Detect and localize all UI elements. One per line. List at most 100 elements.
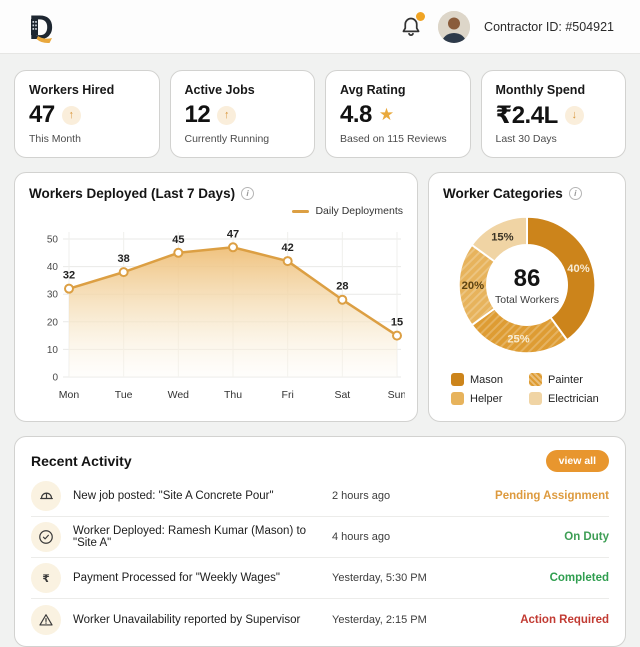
svg-text:40: 40: [47, 262, 59, 273]
helper-swatch: [451, 392, 464, 405]
stat-title: Active Jobs: [184, 83, 255, 97]
view-all-button[interactable]: view all: [545, 450, 609, 472]
legend-label: Mason: [470, 373, 504, 386]
legend-item-helper: Helper: [451, 392, 525, 405]
svg-text:Wed: Wed: [168, 389, 190, 401]
stat-card-workers-hired[interactable]: Workers Hired 47 ↑ This Month: [14, 70, 160, 158]
logo-d-icon: D: [29, 9, 54, 47]
svg-text:32: 32: [63, 270, 75, 282]
svg-text:Tue: Tue: [115, 389, 133, 401]
svg-text:Fri: Fri: [282, 389, 294, 401]
svg-text:47: 47: [227, 228, 239, 240]
stats-row: Workers Hired 47 ↑ This Month Active Job…: [14, 70, 626, 158]
stat-card-monthly-spend[interactable]: Monthly Spend ₹2.4L ↓ Last 30 Days: [480, 70, 626, 158]
activity-status: Action Required: [520, 613, 609, 626]
svg-text:Sun: Sun: [388, 389, 405, 401]
stat-title: Monthly Spend: [495, 83, 586, 97]
legend-label: Helper: [470, 392, 503, 405]
app-header: D Contractor ID: #504921: [0, 0, 640, 54]
stat-title: Avg Rating: [340, 83, 406, 97]
stat-title: Workers Hired: [29, 83, 115, 97]
legend-label: Electrician: [548, 392, 599, 405]
svg-text:45: 45: [172, 234, 184, 246]
star-icon: ★: [378, 105, 395, 124]
activity-text: Worker Deployed: Ramesh Kumar (Mason) to…: [73, 525, 307, 549]
chart-title: Workers Deployed (Last 7 Days): [29, 186, 236, 201]
warning-triangle-icon: [31, 604, 61, 635]
chart-title: Worker Categories: [443, 186, 563, 201]
electrician-swatch: [529, 392, 542, 405]
activity-status: On Duty: [564, 531, 609, 543]
stat-value: 4.8: [340, 101, 372, 128]
mason-swatch: [451, 373, 464, 386]
activity-status: Completed: [549, 572, 609, 584]
stat-subtitle: Based on 115 Reviews: [340, 133, 447, 145]
painter-swatch: [529, 373, 542, 386]
charts-row: Workers Deployed (Last 7 Days) i Daily D…: [14, 172, 626, 422]
legend-line-swatch: [292, 209, 310, 213]
legend-label: Painter: [548, 373, 583, 386]
stat-card-avg-rating[interactable]: Avg Rating 4.8 ★ Based on 115 Reviews: [325, 70, 471, 158]
stat-subtitle: This Month: [29, 133, 81, 145]
activity-time: Yesterday, 2:15 PM: [332, 613, 427, 626]
trend-up-icon: ↑: [61, 105, 81, 125]
svg-text:15%: 15%: [491, 232, 513, 244]
svg-text:20: 20: [47, 317, 59, 328]
stat-subtitle: Last 30 Days: [495, 133, 557, 145]
donut-legend: Mason Painter Helper Electrician: [443, 373, 611, 405]
activity-row-unavailability[interactable]: Worker Unavailability reported by Superv…: [31, 599, 609, 640]
activity-text: Worker Unavailability reported by Superv…: [73, 613, 301, 626]
donut-svg: 40% 25% 20% 15%: [457, 215, 597, 355]
stat-value: ₹2.4L: [495, 101, 559, 129]
legend-label: Daily Deployments: [315, 205, 403, 217]
avatar-photo: [438, 10, 471, 43]
daily-deployments-line-chart[interactable]: 0 10 20 30 40 50 Mon Tue Wed Thu Fri Sat Sun 32 38 45 47…: [29, 219, 405, 407]
svg-text:15: 15: [391, 317, 403, 329]
activity-status: Pending Assignment: [495, 490, 609, 502]
trend-down-icon: ↓: [564, 105, 584, 125]
svg-text:28: 28: [336, 281, 348, 293]
info-icon[interactable]: i: [568, 187, 582, 200]
recent-activity-title: Recent Activity: [31, 453, 132, 469]
svg-text:40%: 40%: [567, 263, 589, 275]
svg-text:₹: ₹: [42, 573, 49, 585]
svg-text:38: 38: [118, 253, 130, 265]
activity-time: 2 hours ago: [332, 490, 391, 502]
legend-item-painter: Painter: [529, 373, 603, 386]
legend-item-electrician: Electrician: [529, 392, 603, 405]
activity-text: New job posted: "Site A Concrete Pour": [73, 490, 274, 502]
activity-row-worker-deployed[interactable]: Worker Deployed: Ramesh Kumar (Mason) to…: [31, 517, 609, 558]
svg-text:20%: 20%: [462, 280, 484, 292]
rupee-icon: ₹: [31, 563, 61, 593]
activity-time: Yesterday, 5:30 PM: [332, 572, 427, 584]
svg-text:42: 42: [282, 242, 294, 254]
trend-up-icon: ↑: [217, 105, 237, 125]
svg-text:Thu: Thu: [224, 389, 242, 401]
notification-bell-button[interactable]: [398, 11, 426, 40]
worker-categories-donut-chart[interactable]: 40% 25% 20% 15% 86 Total Workers: [449, 207, 605, 363]
svg-text:30: 30: [47, 290, 59, 301]
check-circle-icon: [31, 522, 61, 552]
svg-text:Mon: Mon: [59, 389, 80, 401]
worker-categories-card: Worker Categories i 40% 25% 20% 15% 86 Tota…: [428, 172, 626, 422]
user-avatar[interactable]: [438, 10, 471, 43]
activity-row-payment[interactable]: ₹ Payment Processed for "Weekly Wages" Y…: [31, 558, 609, 599]
notification-badge-dot: [416, 11, 426, 21]
dashboard-main: Workers Hired 47 ↑ This Month Active Job…: [0, 54, 640, 647]
bell-icon: [402, 17, 420, 36]
svg-text:0: 0: [52, 373, 58, 384]
activity-text: Payment Processed for "Weekly Wages": [73, 572, 280, 584]
svg-text:50: 50: [47, 235, 59, 246]
stat-subtitle: Currently Running: [184, 133, 270, 145]
stat-value: 47: [29, 101, 55, 128]
activity-row-new-job[interactable]: New job posted: "Site A Concrete Pour" 2…: [31, 476, 609, 517]
activity-time: 4 hours ago: [332, 531, 391, 543]
stat-card-active-jobs[interactable]: Active Jobs 12 ↑ Currently Running: [169, 70, 315, 158]
app-logo[interactable]: D: [24, 7, 68, 47]
stat-value: 12: [184, 101, 211, 128]
svg-text:10: 10: [47, 345, 59, 356]
info-icon[interactable]: i: [241, 187, 255, 200]
workers-deployed-chart-card: Workers Deployed (Last 7 Days) i Daily D…: [14, 172, 418, 422]
hard-hat-icon: [31, 481, 61, 511]
svg-text:25%: 25%: [507, 333, 529, 345]
